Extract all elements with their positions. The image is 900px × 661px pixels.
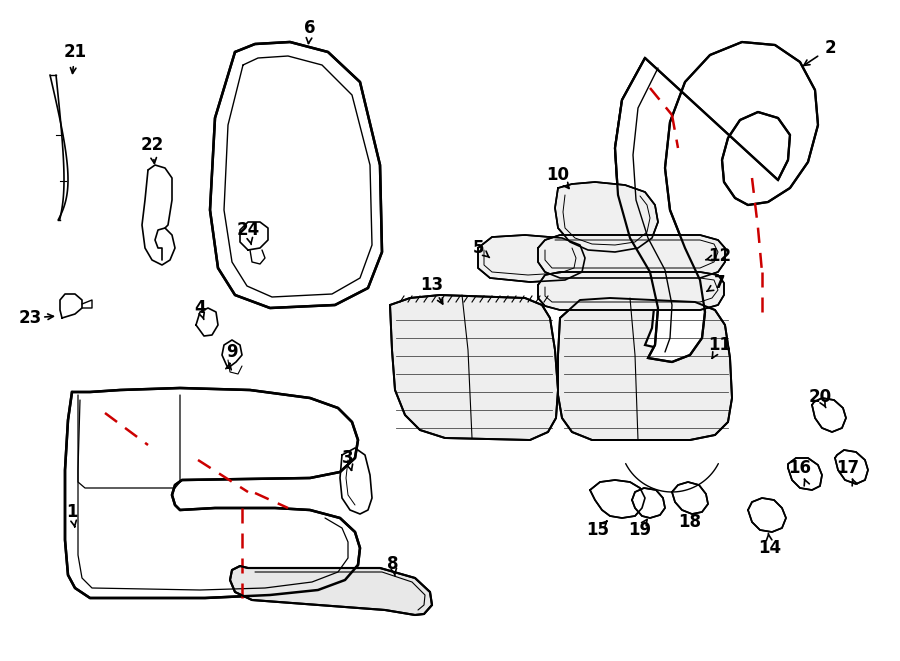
Text: 15: 15 — [587, 521, 609, 539]
Text: 6: 6 — [304, 19, 316, 37]
Text: 12: 12 — [708, 247, 732, 265]
Text: 20: 20 — [808, 388, 832, 406]
Polygon shape — [672, 482, 708, 514]
Text: 10: 10 — [546, 166, 570, 184]
Text: 9: 9 — [226, 343, 238, 361]
Text: 11: 11 — [708, 336, 732, 354]
Text: 18: 18 — [679, 513, 701, 531]
Polygon shape — [555, 182, 658, 252]
Text: 5: 5 — [472, 239, 484, 257]
Polygon shape — [478, 235, 585, 282]
Text: 1: 1 — [67, 503, 77, 521]
Text: 19: 19 — [628, 521, 652, 539]
Polygon shape — [230, 566, 432, 615]
Text: 24: 24 — [237, 221, 259, 239]
Polygon shape — [788, 458, 822, 490]
Polygon shape — [390, 295, 558, 440]
Text: 16: 16 — [788, 459, 812, 477]
Text: 21: 21 — [63, 43, 86, 61]
Polygon shape — [538, 272, 724, 310]
Text: 17: 17 — [836, 459, 860, 477]
Polygon shape — [210, 42, 382, 308]
Text: 14: 14 — [759, 539, 781, 557]
Text: 7: 7 — [715, 274, 725, 292]
Text: 2: 2 — [824, 39, 836, 57]
Polygon shape — [748, 498, 786, 532]
Polygon shape — [538, 235, 725, 278]
Polygon shape — [615, 42, 818, 362]
Text: 4: 4 — [194, 299, 206, 317]
Polygon shape — [835, 450, 868, 484]
Text: 8: 8 — [387, 555, 399, 573]
Text: 22: 22 — [140, 136, 164, 154]
Text: 23: 23 — [18, 309, 41, 327]
Polygon shape — [632, 488, 665, 518]
Polygon shape — [615, 58, 685, 348]
Text: 13: 13 — [420, 276, 444, 294]
Text: 3: 3 — [342, 449, 354, 467]
Polygon shape — [558, 298, 732, 440]
Polygon shape — [812, 398, 846, 432]
Polygon shape — [590, 480, 645, 518]
Polygon shape — [65, 388, 360, 598]
